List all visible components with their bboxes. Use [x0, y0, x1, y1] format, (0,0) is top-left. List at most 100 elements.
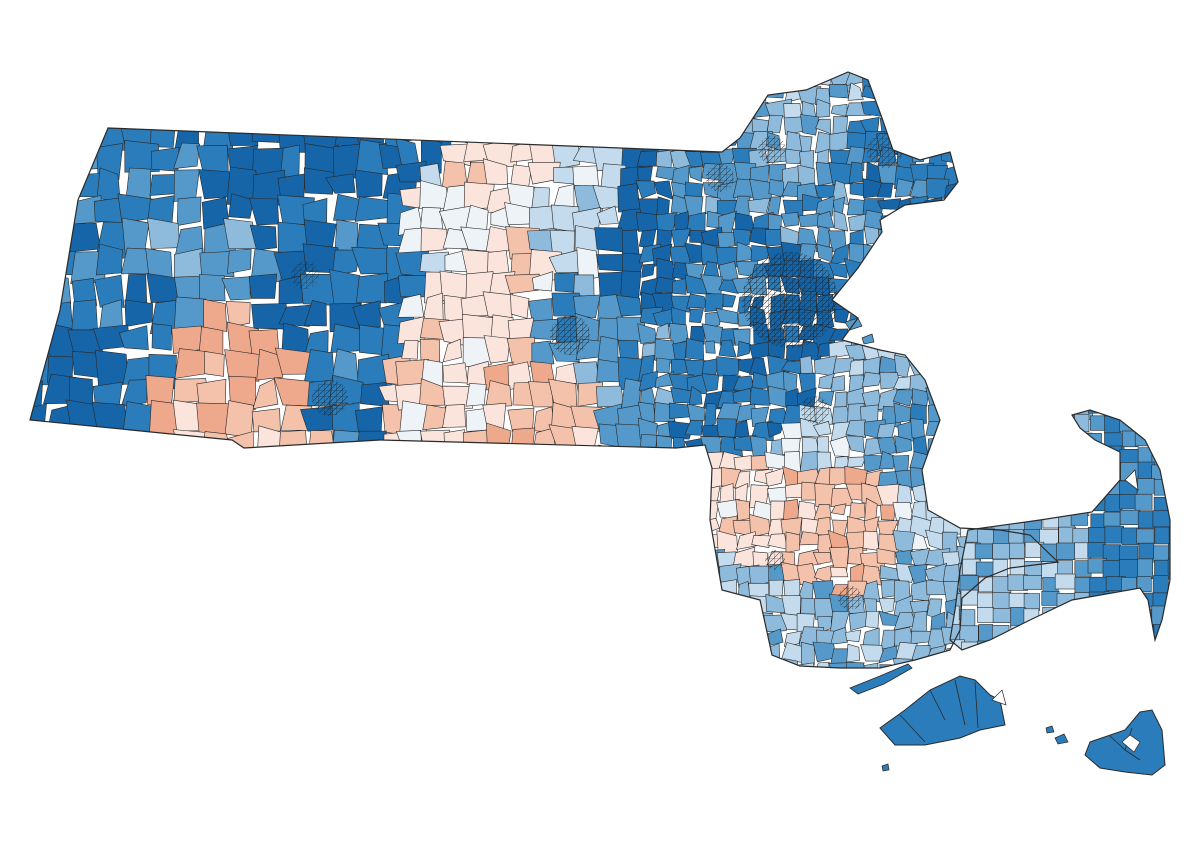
harbor-island-2: [861, 333, 875, 345]
east-precinct-tile: [961, 97, 975, 120]
east-precinct-tile: [818, 373, 835, 390]
east-precinct-tile: [783, 499, 800, 521]
cape-precinct-tile: [1138, 542, 1155, 560]
east-precinct-tile: [909, 246, 927, 261]
west-precinct-tile: [119, 456, 157, 482]
central-precinct-tile: [395, 429, 422, 448]
east-precinct-tile: [926, 340, 945, 355]
east-precinct-tile: [637, 72, 656, 87]
west-precinct-tile: [199, 251, 235, 278]
east-precinct-tile: [958, 209, 974, 232]
cape-cod-outline: [949, 409, 1171, 651]
east-precinct-tile: [637, 452, 660, 471]
west-precinct-tile: [279, 455, 317, 487]
cape-precinct-tile: [1074, 480, 1095, 499]
cape-precinct-tile: [1088, 494, 1106, 512]
cape-precinct-tile: [1138, 415, 1156, 434]
cape-precinct-tile: [1102, 560, 1123, 579]
east-precinct-tile: [849, 229, 864, 245]
central-precinct-tile: [442, 448, 466, 467]
west-precinct-tile: [30, 194, 47, 223]
east-precinct-tile: [705, 681, 722, 700]
east-precinct-tile: [957, 484, 978, 502]
central-precinct-tile: [596, 205, 619, 225]
east-precinct-tile: [639, 434, 658, 457]
nomans-land: [881, 763, 890, 772]
east-precinct-tile: [701, 597, 719, 613]
central-precinct-tile: [531, 271, 554, 292]
cape-precinct-tile: [960, 509, 977, 526]
cape-precinct-tile: [975, 410, 996, 416]
central-precinct-tile: [485, 380, 512, 408]
central-precinct-tile: [576, 247, 599, 283]
cape-precinct-tile: [993, 432, 1010, 452]
east-precinct-tile: [652, 119, 672, 136]
central-precinct-tile: [465, 383, 487, 407]
east-precinct-tile: [704, 104, 721, 116]
cape-precinct-tile: [992, 445, 1013, 463]
central-precinct-tile: [528, 381, 554, 408]
west-precinct-tile: [30, 224, 49, 256]
cape-precinct-tile: [960, 641, 981, 650]
east-precinct-tile: [716, 115, 742, 134]
east-precinct-tile: [942, 262, 967, 282]
east-precinct-tile: [877, 294, 897, 311]
west-precinct-tile: [71, 299, 98, 333]
cape-precinct-tile: [978, 576, 993, 593]
east-precinct-tile: [911, 276, 928, 296]
cape-precinct-tile: [1104, 415, 1121, 434]
east-precinct-tile: [894, 215, 910, 231]
east-precinct-tile: [829, 131, 849, 153]
west-precinct-tile: [120, 379, 149, 407]
cape-precinct-tile: [1041, 461, 1062, 481]
east-precinct-tile: [733, 643, 757, 662]
east-precinct-tile: [864, 611, 880, 629]
east-precinct-tile: [717, 658, 733, 668]
tuckernuck-island: [1054, 733, 1069, 745]
east-precinct-tile: [958, 85, 979, 108]
cape-precinct-tile: [1119, 509, 1141, 526]
cape-precinct-tile: [1151, 657, 1165, 675]
cape-precinct-tile: [1135, 608, 1152, 624]
cape-precinct-tile: [1135, 624, 1154, 645]
vineyard-pond: [991, 689, 1007, 706]
west-precinct-tile: [30, 247, 43, 274]
east-precinct-tile: [654, 661, 669, 668]
east-precinct-tile: [672, 83, 689, 105]
cape-precinct-tile: [1103, 606, 1119, 627]
east-precinct-tile: [876, 548, 896, 566]
east-precinct-tile: [860, 292, 878, 314]
cape-precinct-tile: [1168, 410, 1170, 418]
east-precinct-tile: [671, 534, 692, 555]
cape-precinct-tile: [1008, 415, 1028, 433]
east-precinct-tile: [941, 341, 962, 360]
east-precinct-tile: [715, 307, 739, 325]
east-precinct-tile: [848, 611, 869, 631]
east-precinct-tile: [750, 85, 767, 102]
east-precinct-tile: [785, 482, 803, 499]
cape-precinct-tile: [950, 479, 964, 500]
east-precinct-tile: [815, 118, 832, 135]
cape-precinct-tile: [977, 607, 994, 623]
cape-precinct-tile: [1151, 464, 1169, 481]
east-precinct-tile: [767, 676, 787, 696]
cape-precinct-tile: [960, 430, 978, 448]
cape-precinct-tile: [975, 416, 994, 436]
east-precinct-tile: [671, 514, 693, 539]
east-precinct-tile: [831, 375, 846, 392]
east-precinct-tile: [716, 356, 742, 377]
east-precinct-tile: [722, 293, 737, 308]
east-precinct-tile: [943, 212, 965, 235]
cape-precinct-tile: [1023, 496, 1041, 514]
east-precinct-tile: [703, 403, 717, 429]
east-precinct-tile: [670, 675, 684, 694]
east-precinct-tile: [637, 401, 656, 423]
central-precinct-tile: [504, 273, 540, 295]
east-precinct-tile: [800, 641, 815, 666]
mainland-precincts: [30, 72, 983, 700]
east-precinct-tile: [845, 629, 862, 643]
east-precinct-tile: [749, 435, 768, 459]
cape-precinct-tile: [1023, 593, 1040, 611]
west-precinct-tile: [65, 222, 102, 253]
east-precinct-tile: [880, 504, 897, 521]
